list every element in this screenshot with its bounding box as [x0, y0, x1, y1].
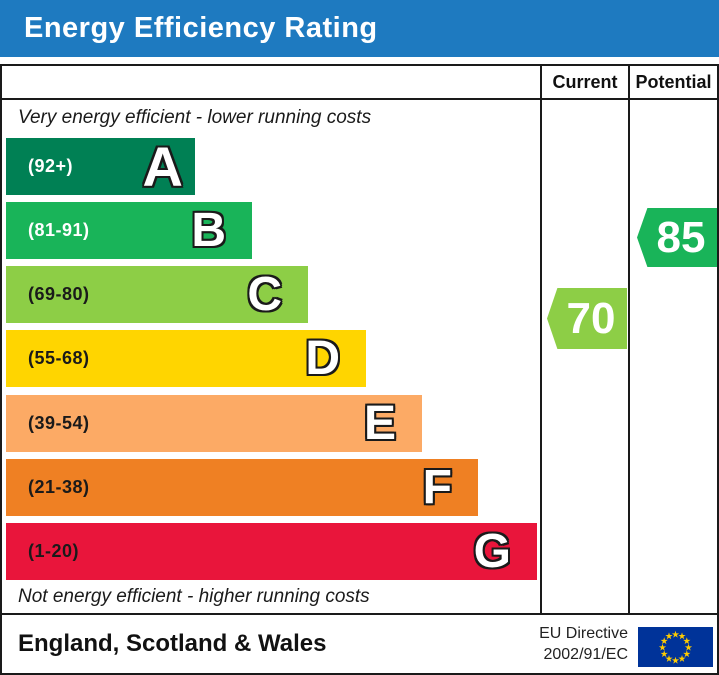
band-range-label: (1-20): [28, 541, 80, 561]
note-not-efficient: Not energy efficient - higher running co…: [18, 586, 370, 607]
band-range-label: (55-68): [28, 348, 90, 368]
current-rating-value: 70: [566, 293, 616, 343]
band-row-e: (39-54) E: [6, 395, 422, 452]
potential-column-header: Potential: [635, 71, 712, 92]
band-letter: F: [422, 460, 452, 514]
band-row-d: (55-68) D: [6, 330, 366, 387]
band-range-label: (39-54): [28, 413, 90, 433]
page-title: Energy Efficiency Rating: [24, 12, 378, 44]
eu-directive-line2: 2002/91/EC: [543, 646, 628, 663]
band-letter: D: [305, 331, 340, 385]
eu-flag-icon: [638, 627, 713, 667]
current-column-header: Current: [552, 71, 618, 92]
eu-flag-stars: [658, 630, 693, 664]
eu-directive-text: EU Directive 2002/91/EC: [500, 623, 628, 665]
band-letter: C: [247, 267, 282, 321]
divider-current-column: [540, 64, 542, 615]
divider-footer-row: [0, 613, 719, 615]
band-letter: B: [191, 203, 226, 257]
band-letter: A: [142, 134, 183, 198]
band-range-label: (81-91): [28, 220, 90, 240]
band-letter: G: [473, 524, 511, 578]
band-row-c: (69-80) C: [6, 266, 308, 323]
band-range-label: (69-80): [28, 284, 90, 304]
note-very-efficient: Very energy efficient - lower running co…: [18, 107, 372, 128]
potential-rating-value: 85: [656, 212, 706, 262]
potential-rating-arrow: 85: [637, 208, 717, 267]
divider-potential-column: [628, 64, 630, 615]
band-row-g: (1-20) G: [6, 523, 537, 580]
current-rating-arrow: 70: [547, 288, 627, 349]
band-range-label: (92+): [28, 156, 74, 176]
band-row-b: (81-91) B: [6, 202, 252, 259]
band-letter: E: [363, 396, 396, 450]
divider-header-row: [0, 98, 719, 100]
band-range-label: (21-38): [28, 477, 90, 497]
eu-directive-line1: EU Directive: [539, 625, 628, 642]
title-bar: Energy Efficiency Rating: [0, 0, 719, 57]
band-row-f: (21-38) F: [6, 459, 478, 516]
footer-region-label: England, Scotland & Wales: [18, 630, 327, 657]
band-row-a: (92+) A: [6, 138, 195, 195]
